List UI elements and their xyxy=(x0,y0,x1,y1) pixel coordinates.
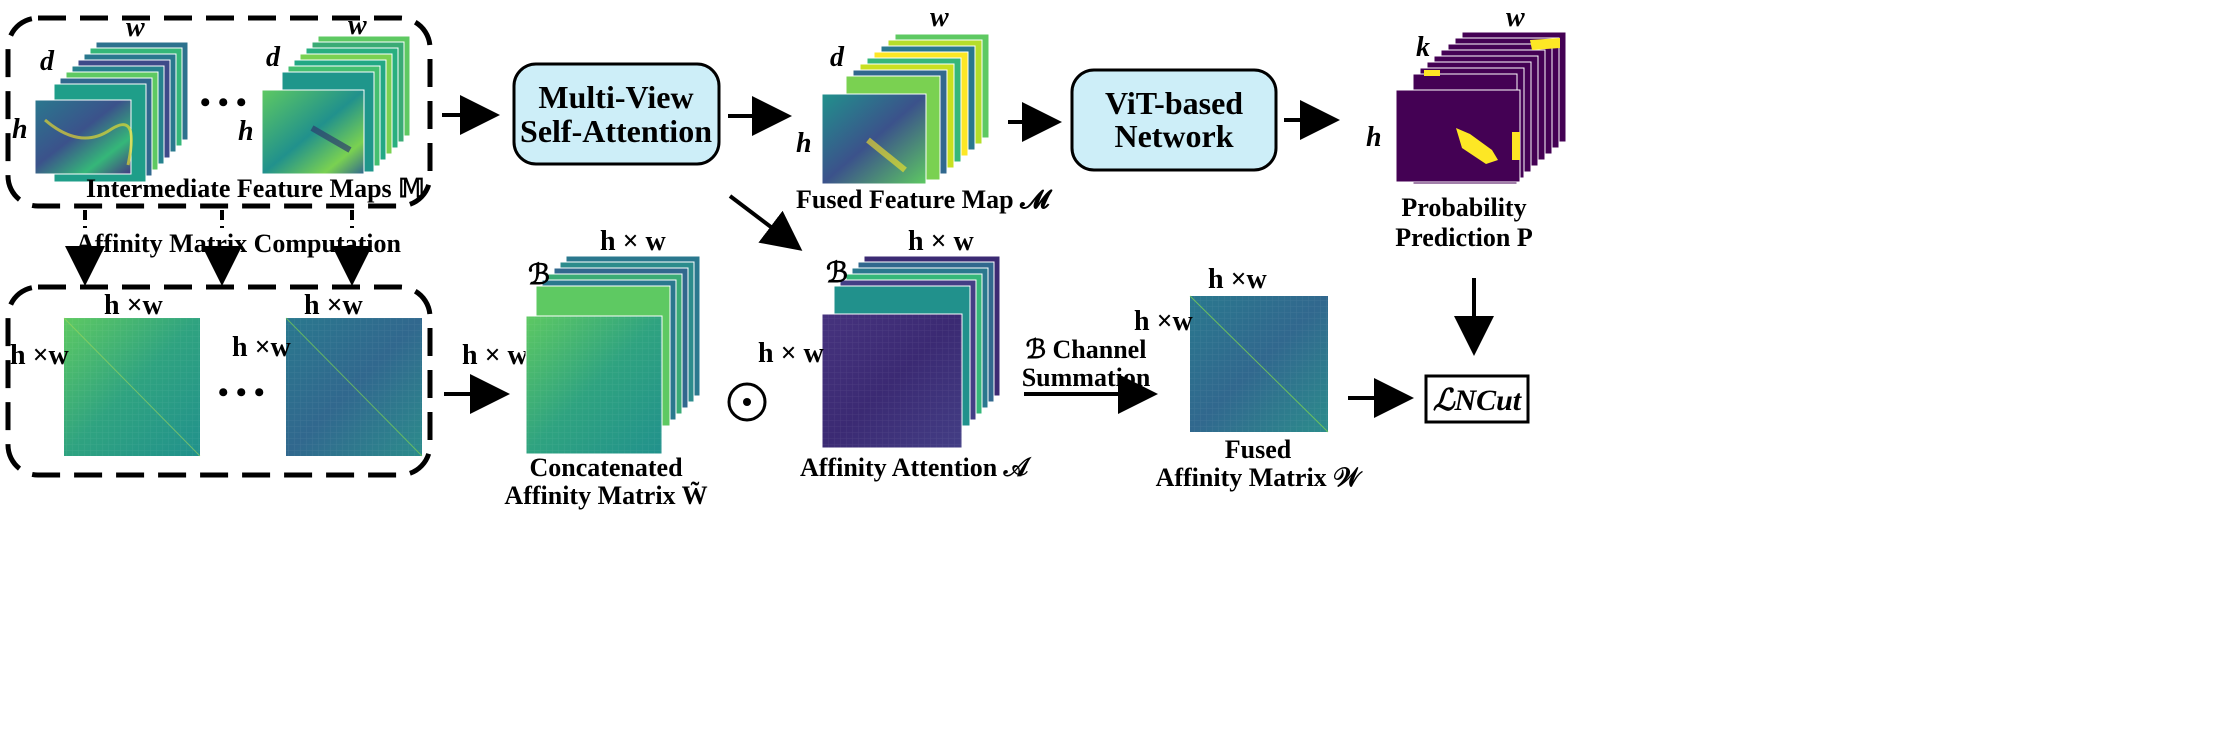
mat2-left-label: h ×w xyxy=(232,332,292,363)
vit-line1: ViT-based xyxy=(1105,85,1243,121)
multiview-line2: Self-Attention xyxy=(520,113,712,149)
attn-b-label: ℬ xyxy=(826,258,848,289)
attn-top-label: h × w xyxy=(908,226,975,257)
feature-stack-2 xyxy=(261,35,411,175)
concat-b-label: ℬ xyxy=(528,260,550,291)
group1-d-label: d xyxy=(40,46,55,77)
prob-caption-line1: Probability xyxy=(1401,193,1526,222)
attn-caption: Affinity Attention 𝒜 xyxy=(800,453,1033,482)
intermediate-caption: Intermediate Feature Maps 𝕄 xyxy=(86,174,425,203)
group2-h-label: h xyxy=(238,116,254,147)
group1-w-label: w xyxy=(126,12,145,43)
prob-h-label: h xyxy=(1366,122,1382,153)
concat-caption-line2: Affinity Matrix W̃ xyxy=(504,481,707,510)
hadamard-operator xyxy=(727,382,767,422)
concat-top-label: h × w xyxy=(600,226,667,257)
fusedW-caption-line1: Fused xyxy=(1225,435,1292,464)
affinity-attention-stack xyxy=(821,255,1001,449)
fusedW-caption-line2: Affinity Matrix 𝒲 xyxy=(1156,463,1364,492)
mat2-top-label: h ×w xyxy=(304,290,364,321)
mat1-top-label: h ×w xyxy=(104,290,164,321)
intermediate-group-border xyxy=(5,15,433,209)
fusedW-top-label: h ×w xyxy=(1208,264,1268,295)
vit-network-box xyxy=(1070,68,1278,172)
group2-d-label: d xyxy=(266,42,281,73)
concat-caption-line1: Concatenated xyxy=(529,453,683,482)
mat1-left-label: h ×w xyxy=(10,340,70,371)
probability-stack xyxy=(1395,31,1567,185)
fused-feature-stack xyxy=(821,33,990,185)
top-ellipsis: • • • xyxy=(200,86,247,119)
prob-caption-line2: Prediction P xyxy=(1395,223,1533,252)
ncut-loss-box xyxy=(1424,374,1530,424)
concat-left-label: h × w xyxy=(462,340,529,371)
summation-line1: ℬ Channel xyxy=(1026,335,1147,364)
feature-stack-1 xyxy=(34,41,189,183)
fusedW-left-label: h ×w xyxy=(1134,306,1194,337)
concatenated-affinity-stack xyxy=(525,255,701,455)
group2-w-label: w xyxy=(348,10,367,41)
fused-d-label: d xyxy=(830,42,845,73)
affinity-group-border xyxy=(5,284,433,478)
fused-h-label: h xyxy=(796,128,812,159)
prob-w-label: w xyxy=(1506,2,1525,33)
fused-w-label: w xyxy=(930,2,949,33)
bottom-ellipsis: • • • xyxy=(218,376,265,409)
summation-line2: Summation xyxy=(1022,363,1151,392)
affinity-computation-label: Affinity Matrix Computation xyxy=(76,229,402,258)
ncut-loss-label: ℒNCut xyxy=(1433,384,1523,417)
vit-line2: Network xyxy=(1114,118,1233,154)
attn-left-label: h × w xyxy=(758,338,825,369)
fused-feature-caption: Fused Feature Map 𝓜 xyxy=(796,185,1053,214)
prob-k-label: k xyxy=(1416,32,1430,63)
multiview-attention-box xyxy=(512,62,721,166)
multiview-line1: Multi-View xyxy=(538,79,693,115)
group1-h-label: h xyxy=(12,114,28,145)
